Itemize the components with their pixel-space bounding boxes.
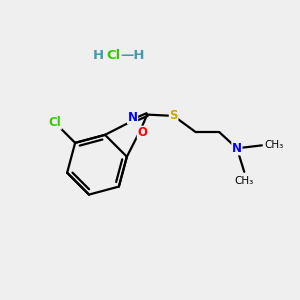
Text: CH₃: CH₃	[235, 176, 254, 186]
Text: Cl: Cl	[49, 116, 61, 129]
Text: S: S	[169, 110, 178, 122]
Text: —H: —H	[121, 49, 145, 62]
Text: CH₃: CH₃	[264, 140, 284, 150]
Text: N: N	[232, 142, 242, 155]
Text: Cl: Cl	[106, 49, 121, 62]
Text: H: H	[93, 49, 104, 62]
Text: O: O	[137, 126, 147, 139]
Text: N: N	[128, 111, 137, 124]
